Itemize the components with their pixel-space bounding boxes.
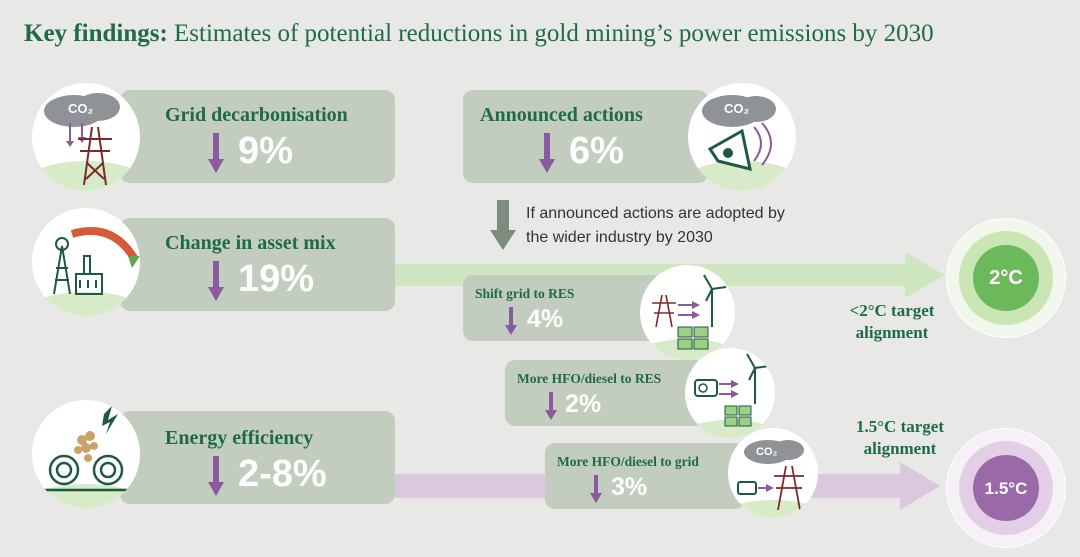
one-five-degree-target-line2: alignment [863, 439, 937, 458]
adoption-note-line1: If announced actions are adopted by [526, 205, 785, 222]
announced-actions-label: Announced actions [480, 104, 643, 126]
adoption-note: If announced actions are adopted by the … [526, 202, 785, 250]
hfo-to-grid-label: More HFO/diesel to grid [557, 454, 699, 469]
one-five-degree-badge: 1.5°C [946, 428, 1066, 548]
two-degree-target-label: <2°C target alignment [832, 300, 952, 344]
down-arrow-icon [208, 261, 224, 301]
grid-decarbonisation-card: Grid decarbonisation 9% [120, 90, 395, 183]
asset-mix-value: 19% [238, 258, 315, 300]
grid-decarbonisation-value: 9% [238, 130, 293, 172]
down-arrow-icon [490, 200, 516, 250]
one-five-degree-badge-text: 1.5°C [984, 479, 1028, 498]
page-title: Key findings: Estimates of potential red… [24, 20, 934, 48]
one-five-degree-target-line1: 1.5°C target [856, 417, 944, 436]
diesel-to-grid-icon: CO₂ [728, 428, 818, 518]
down-arrow-icon [208, 456, 224, 496]
svg-text:CO₂: CO₂ [724, 101, 750, 116]
two-degree-badge: 2°C [946, 218, 1066, 338]
grid-to-renewables-icon [640, 265, 735, 360]
diesel-to-renewables-icon [685, 348, 775, 438]
svg-text:CO₂: CO₂ [68, 101, 94, 116]
hfo-to-grid-card: More HFO/diesel to grid 3% [545, 443, 745, 509]
grid-decarbonisation-label: Grid decarbonisation [165, 104, 348, 126]
hfo-to-res-label: More HFO/diesel to RES [517, 371, 662, 386]
hfo-to-res-card: More HFO/diesel to RES 2% [505, 360, 705, 426]
down-arrow-icon [505, 307, 517, 335]
asset-mix-label: Change in asset mix [165, 232, 336, 254]
asset-mix-card: Change in asset mix 19% [120, 218, 395, 311]
hfo-to-grid-value: 3% [611, 473, 648, 501]
announced-actions-card: Announced actions 6% [463, 90, 708, 183]
energy-efficiency-label: Energy efficiency [165, 427, 314, 449]
hfo-to-res-value: 2% [565, 390, 602, 418]
two-degree-target-line2: alignment [855, 323, 929, 342]
crusher-icon [32, 400, 140, 508]
down-arrow-icon [208, 133, 224, 173]
shift-grid-value: 4% [527, 305, 564, 333]
grid-decarbonisation-icon: CO₂ [32, 83, 140, 191]
announced-actions-value: 6% [569, 130, 624, 172]
energy-efficiency-card: Energy efficiency 2-8% [120, 411, 395, 504]
mine-asset-icon [32, 208, 140, 316]
down-arrow-icon [590, 475, 602, 503]
two-degree-badge-text: 2°C [989, 267, 1023, 289]
adoption-note-line2: the wider industry by 2030 [526, 229, 713, 246]
co2-label: CO₂ [756, 446, 778, 458]
down-arrow-icon [539, 133, 555, 173]
one-five-degree-target-label: 1.5°C target alignment [835, 416, 965, 460]
down-arrow-icon [545, 392, 557, 420]
two-degree-target-line1: <2°C target [849, 301, 935, 320]
energy-efficiency-value: 2-8% [238, 453, 327, 495]
megaphone-icon: CO₂ [688, 83, 796, 191]
title-bold: Key findings: [24, 20, 168, 47]
shift-grid-card: Shift grid to RES 4% [463, 275, 663, 341]
title-rest: Estimates of potential reductions in gol… [174, 20, 934, 47]
shift-grid-label: Shift grid to RES [475, 286, 575, 301]
